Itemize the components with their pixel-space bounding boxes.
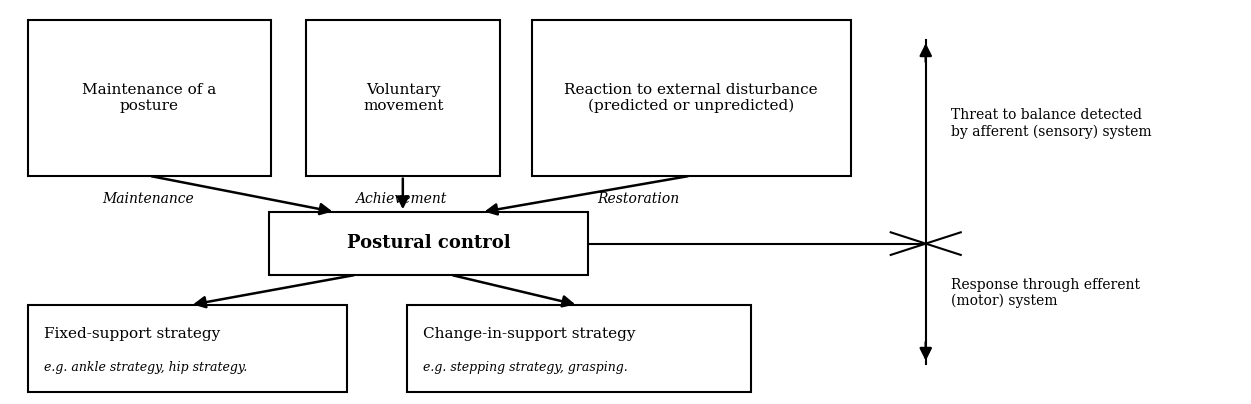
FancyBboxPatch shape (306, 20, 500, 176)
Text: Fixed-support strategy: Fixed-support strategy (44, 327, 220, 341)
FancyBboxPatch shape (28, 20, 271, 176)
Text: Voluntary
movement: Voluntary movement (363, 83, 444, 113)
Text: Achievement: Achievement (354, 192, 447, 206)
Text: Response through efferent
(motor) system: Response through efferent (motor) system (951, 278, 1140, 308)
Text: Maintenance of a
posture: Maintenance of a posture (83, 83, 216, 113)
Text: e.g. stepping strategy, grasping.: e.g. stepping strategy, grasping. (423, 361, 628, 374)
Text: Threat to balance detected
by afferent (sensory) system: Threat to balance detected by afferent (… (951, 108, 1151, 139)
Text: e.g. ankle strategy, hip strategy.: e.g. ankle strategy, hip strategy. (44, 361, 248, 374)
FancyBboxPatch shape (28, 305, 347, 392)
FancyBboxPatch shape (269, 212, 588, 275)
Text: Reaction to external disturbance
(predicted or unpredicted): Reaction to external disturbance (predic… (564, 83, 818, 113)
Text: Restoration: Restoration (597, 192, 679, 206)
Text: Maintenance: Maintenance (101, 192, 194, 206)
FancyBboxPatch shape (532, 20, 851, 176)
Text: Postural control: Postural control (347, 234, 510, 252)
FancyBboxPatch shape (407, 305, 751, 392)
Text: Change-in-support strategy: Change-in-support strategy (423, 327, 636, 341)
